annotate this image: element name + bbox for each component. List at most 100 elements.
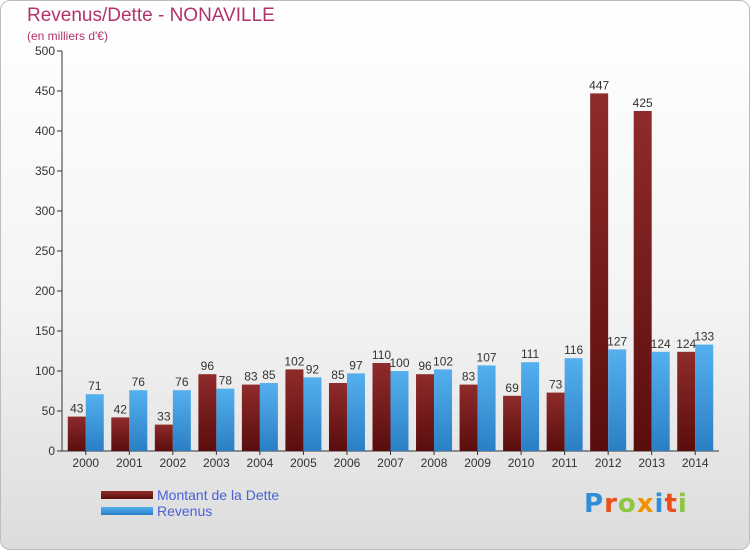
x-tick-label: 2005 (290, 456, 317, 470)
data-label-debt: 96 (201, 359, 215, 373)
bar-debt (111, 417, 130, 451)
bar-debt (590, 93, 609, 452)
bar-debt (198, 374, 217, 451)
bar-revenue (390, 371, 409, 451)
bar-revenue (129, 390, 148, 451)
data-label-revenue: 92 (306, 362, 320, 376)
x-tick-label: 2002 (159, 456, 186, 470)
data-label-revenue: 102 (433, 354, 453, 368)
y-tick-label: 50 (42, 404, 56, 418)
y-tick-label: 250 (35, 244, 55, 258)
logo-letter: x (636, 489, 655, 519)
data-label-revenue: 97 (349, 358, 363, 372)
bar-revenue (85, 394, 104, 451)
x-tick-label: 2006 (334, 456, 361, 470)
bar-revenue (259, 383, 278, 451)
bar-debt (633, 111, 652, 451)
bars (67, 93, 714, 452)
data-label-debt: 69 (505, 381, 519, 395)
bar-debt (503, 395, 522, 451)
bar-revenue (216, 388, 235, 451)
data-label-revenue: 71 (88, 379, 102, 393)
bar-debt (154, 424, 173, 451)
data-label-debt: 85 (331, 368, 345, 382)
logo-letter: i (677, 489, 688, 519)
proxiti-logo: Proxiti (584, 489, 688, 519)
data-label-revenue: 76 (132, 375, 146, 389)
logo-letter: o (617, 489, 637, 519)
bar-revenue (651, 351, 670, 451)
data-label-debt: 73 (549, 378, 563, 392)
x-tick-label: 2008 (421, 456, 448, 470)
legend-label-revenue: Revenus (157, 503, 213, 519)
legend-label-debt: Montant de la Dette (157, 487, 280, 503)
data-label-debt: 110 (372, 348, 391, 362)
legend-swatch-debt (101, 491, 153, 499)
bar-debt (677, 351, 696, 451)
data-label-revenue: 111 (521, 347, 540, 361)
y-tick-label: 350 (35, 164, 55, 178)
x-tick-label: 2009 (464, 456, 491, 470)
y-tick-label: 400 (35, 124, 55, 138)
y-tick-label: 0 (48, 444, 55, 458)
data-label-revenue: 116 (564, 343, 583, 357)
data-label-debt: 102 (284, 354, 304, 368)
y-tick-label: 450 (35, 84, 55, 98)
data-label-revenue: 76 (175, 375, 189, 389)
bar-debt (459, 384, 478, 451)
logo-letter: t (664, 489, 678, 519)
bar-debt (241, 384, 260, 451)
data-label-debt: 447 (589, 78, 609, 92)
x-tick-label: 2014 (682, 456, 709, 470)
x-tick-label: 2001 (116, 456, 143, 470)
data-label-revenue: 85 (262, 368, 276, 382)
data-label-debt: 425 (633, 96, 653, 110)
bar-debt (546, 392, 565, 451)
x-tick-label: 2000 (72, 456, 99, 470)
logo-letter: r (604, 489, 618, 519)
data-label-debt: 96 (418, 359, 432, 373)
y-tick-label: 500 (35, 44, 55, 58)
bar-revenue (477, 365, 496, 451)
data-label-revenue: 107 (477, 350, 497, 364)
data-label-revenue: 127 (607, 334, 627, 348)
data-label-debt: 83 (244, 370, 258, 384)
bar-revenue (434, 369, 453, 451)
bar-revenue (172, 390, 191, 451)
bar-debt (285, 369, 304, 451)
y-tick-label: 300 (35, 204, 55, 218)
data-label-revenue: 133 (694, 330, 714, 344)
data-label-revenue: 78 (219, 374, 233, 388)
data-label-debt: 33 (157, 410, 171, 424)
x-tick-label: 2012 (595, 456, 622, 470)
bar-debt (372, 363, 391, 451)
bar-revenue (521, 362, 540, 451)
y-tick-label: 150 (35, 324, 55, 338)
y-tick-label: 200 (35, 284, 55, 298)
bar-debt (67, 416, 86, 451)
chart-subtitle: (en milliers d'€) (27, 29, 108, 43)
bar-revenue (695, 344, 714, 451)
data-label-revenue: 124 (651, 337, 671, 351)
bar-revenue (608, 349, 627, 451)
legend-swatch-revenue (101, 507, 153, 515)
bar-debt (416, 374, 435, 451)
x-tick-label: 2013 (638, 456, 665, 470)
x-tick-label: 2003 (203, 456, 230, 470)
data-label-debt: 43 (70, 402, 84, 416)
x-tick-label: 2011 (552, 456, 578, 470)
x-tick-label: 2004 (247, 456, 274, 470)
bar-revenue (346, 373, 365, 451)
bar-revenue (564, 358, 583, 451)
bar-revenue (303, 377, 322, 451)
x-tick-label: 2007 (377, 456, 404, 470)
chart-title: Revenus/Dette - NONAVILLE (27, 5, 275, 26)
logo-letter: i (654, 489, 665, 519)
logo-letter: P (584, 489, 605, 519)
data-label-revenue: 100 (389, 356, 409, 370)
data-label-debt: 42 (114, 402, 128, 416)
bar-debt (328, 383, 347, 451)
